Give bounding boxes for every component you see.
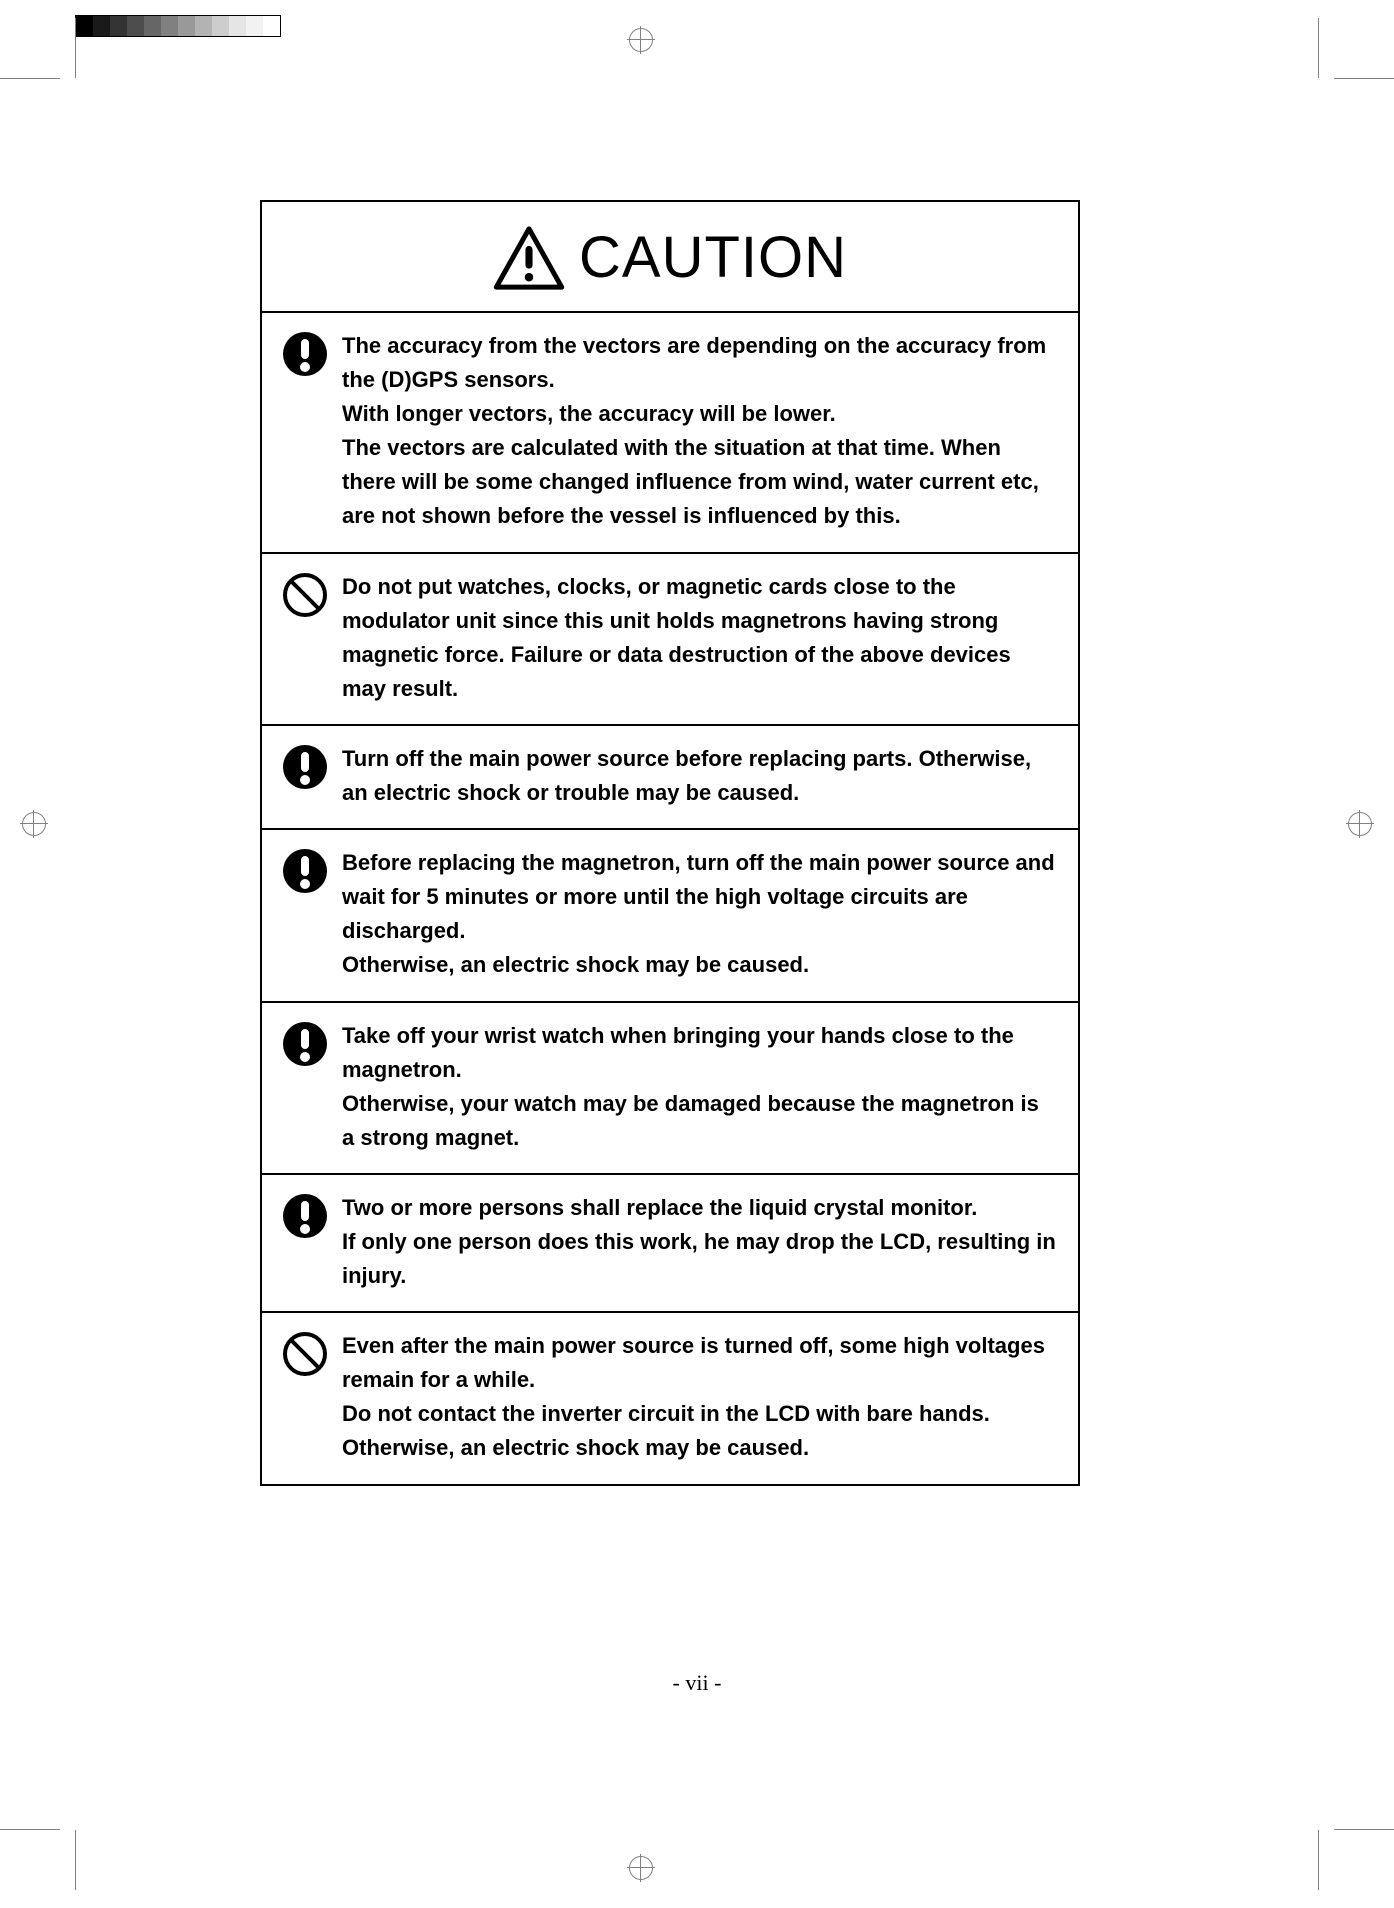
caution-item-text: The accuracy from the vectors are depend… bbox=[342, 329, 1056, 534]
registration-mark-top bbox=[627, 26, 655, 54]
caution-item: Take off your wrist watch when bringing … bbox=[262, 1003, 1078, 1175]
caution-item-text: Take off your wrist watch when bringing … bbox=[342, 1019, 1056, 1155]
caution-item: Do not put watches, clocks, or magnetic … bbox=[262, 554, 1078, 726]
gray-swatch bbox=[212, 16, 229, 36]
caution-item: Two or more persons shall replace the li… bbox=[262, 1175, 1078, 1313]
exclamation-icon bbox=[282, 1021, 328, 1067]
page-number: - vii - bbox=[0, 1670, 1394, 1696]
gray-swatch bbox=[246, 16, 263, 36]
caution-item-text: Turn off the main power source before re… bbox=[342, 742, 1056, 810]
gray-swatch bbox=[93, 16, 110, 36]
caution-item-text: Two or more persons shall replace the li… bbox=[342, 1191, 1056, 1293]
caution-item: Before replacing the magnetron, turn off… bbox=[262, 830, 1078, 1002]
exclamation-icon bbox=[282, 744, 328, 790]
gray-swatch bbox=[263, 16, 280, 36]
gray-swatch bbox=[195, 16, 212, 36]
caution-item-text: Before replacing the magnetron, turn off… bbox=[342, 846, 1056, 982]
exclamation-icon bbox=[282, 1193, 328, 1239]
exclamation-icon bbox=[282, 331, 328, 377]
caution-item: Turn off the main power source before re… bbox=[262, 726, 1078, 830]
caution-item-text: Even after the main power source is turn… bbox=[342, 1329, 1056, 1465]
prohibit-icon bbox=[282, 1331, 328, 1377]
gray-swatch bbox=[229, 16, 246, 36]
gray-swatch bbox=[161, 16, 178, 36]
registration-mark-bottom bbox=[627, 1854, 655, 1882]
gray-swatch bbox=[76, 16, 93, 36]
registration-mark-right bbox=[1346, 810, 1374, 838]
gray-swatch bbox=[127, 16, 144, 36]
grayscale-bar bbox=[75, 15, 281, 37]
caution-panel: CAUTION The accuracy from the vectors ar… bbox=[260, 200, 1080, 1486]
registration-mark-left bbox=[20, 810, 48, 838]
caution-item: Even after the main power source is turn… bbox=[262, 1313, 1078, 1483]
caution-items: The accuracy from the vectors are depend… bbox=[262, 313, 1078, 1484]
gray-swatch bbox=[144, 16, 161, 36]
warning-triangle-icon bbox=[493, 226, 565, 290]
gray-swatch bbox=[178, 16, 195, 36]
gray-swatch bbox=[110, 16, 127, 36]
caution-item-text: Do not put watches, clocks, or magnetic … bbox=[342, 570, 1056, 706]
caution-item: The accuracy from the vectors are depend… bbox=[262, 313, 1078, 554]
prohibit-icon bbox=[282, 572, 328, 618]
caution-title: CAUTION bbox=[579, 224, 847, 291]
exclamation-icon bbox=[282, 848, 328, 894]
caution-header: CAUTION bbox=[262, 202, 1078, 313]
